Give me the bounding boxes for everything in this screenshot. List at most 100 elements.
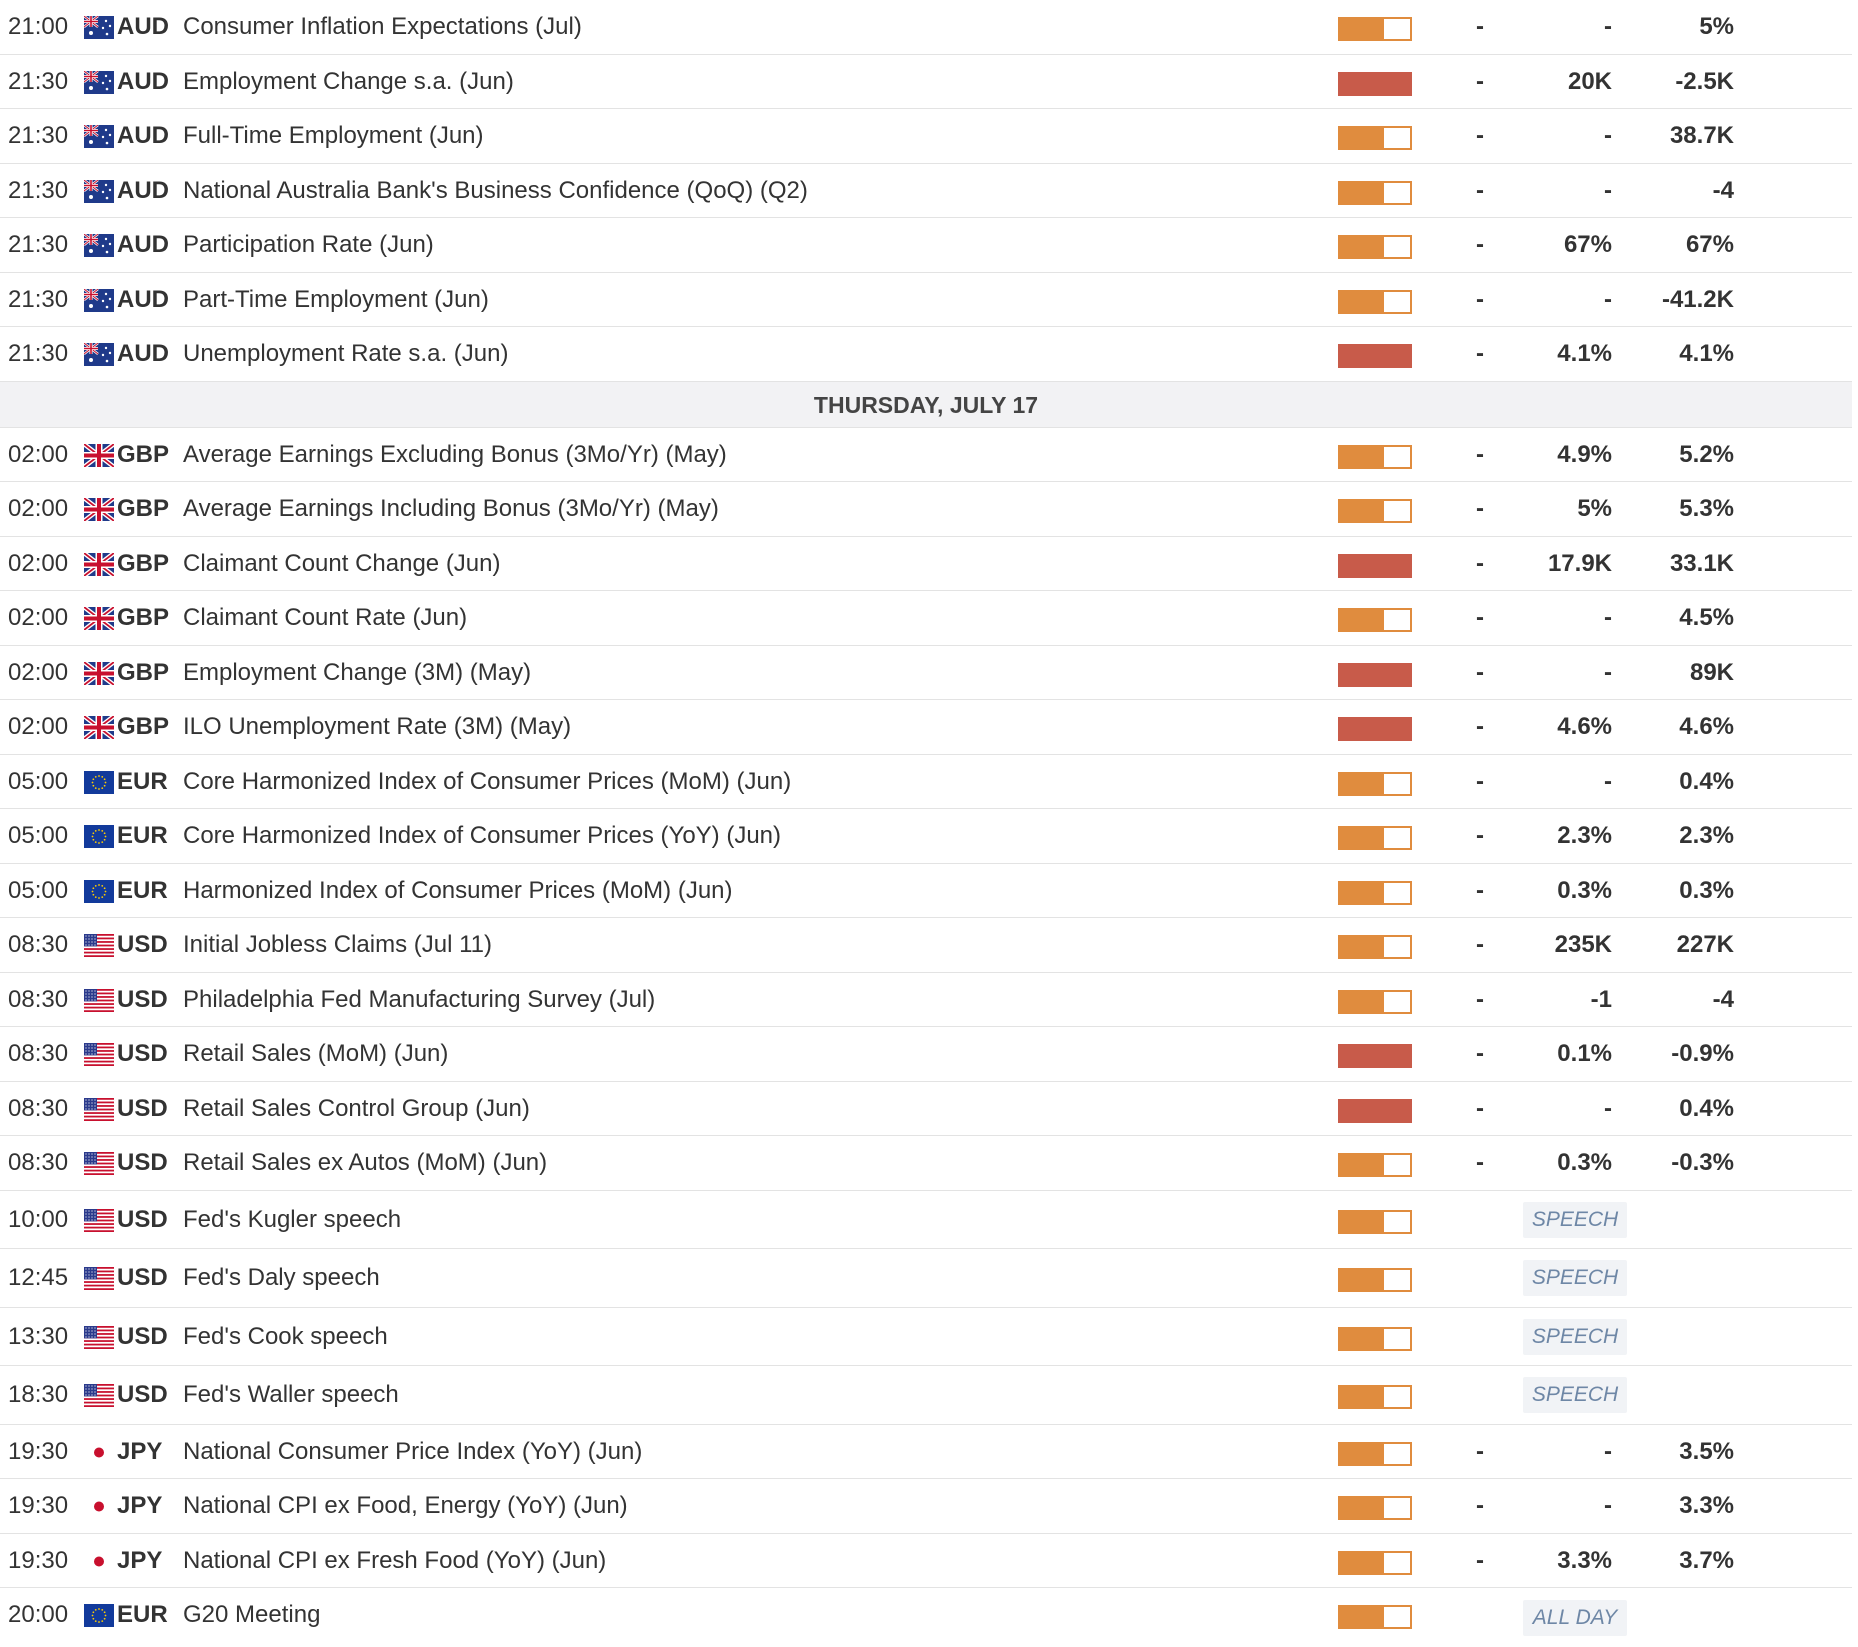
currency-code: GBP bbox=[117, 482, 169, 536]
previous-value: 0.3% bbox=[1679, 864, 1734, 918]
currency-code: USD bbox=[117, 1249, 168, 1307]
impact-high-indicator bbox=[1338, 344, 1412, 368]
event-time: 02:00 bbox=[8, 537, 68, 591]
currency-code: EUR bbox=[117, 1588, 168, 1642]
event-name[interactable]: G20 Meeting bbox=[183, 1588, 320, 1642]
event-name[interactable]: Part-Time Employment (Jun) bbox=[183, 273, 489, 327]
currency-code: JPY bbox=[117, 1425, 162, 1479]
gb-flag-icon bbox=[84, 444, 114, 467]
event-name[interactable]: Harmonized Index of Consumer Prices (MoM… bbox=[183, 864, 733, 918]
event-name[interactable]: Consumer Inflation Expectations (Jul) bbox=[183, 0, 582, 54]
currency-code: USD bbox=[117, 1136, 168, 1190]
rows-mid: 02:00 GBP Average Earnings Excluding Bonus… bbox=[0, 428, 1858, 1191]
event-name[interactable]: ILO Unemployment Rate (3M) (May) bbox=[183, 700, 571, 754]
event-name[interactable]: Unemployment Rate s.a. (Jun) bbox=[183, 327, 508, 381]
event-name[interactable]: National Consumer Price Index (YoY) (Jun… bbox=[183, 1425, 642, 1479]
au-flag-icon bbox=[84, 343, 114, 366]
forecast-value: 3.3% bbox=[1557, 1534, 1612, 1588]
forecast-value: 17.9K bbox=[1548, 537, 1612, 591]
previous-value: -4 bbox=[1713, 973, 1734, 1027]
forecast-value: 67% bbox=[1564, 218, 1612, 272]
event-name[interactable]: Fed's Kugler speech bbox=[183, 1191, 401, 1249]
actual-value: - bbox=[1476, 164, 1484, 218]
event-name[interactable]: Initial Jobless Claims (Jul 11) bbox=[183, 918, 492, 972]
actual-value: - bbox=[1476, 700, 1484, 754]
event-name[interactable]: Core Harmonized Index of Consumer Prices… bbox=[183, 809, 781, 863]
impact-empty-segment bbox=[1384, 1607, 1410, 1627]
impact-medium-indicator bbox=[1338, 1210, 1412, 1234]
event-name[interactable]: National Australia Bank's Business Confi… bbox=[183, 164, 808, 218]
actual-value: - bbox=[1476, 273, 1484, 327]
previous-value: 67% bbox=[1686, 218, 1734, 272]
event-name[interactable]: Fed's Waller speech bbox=[183, 1366, 399, 1424]
event-name[interactable]: Fed's Cook speech bbox=[183, 1308, 388, 1366]
event-time: 21:30 bbox=[8, 109, 68, 163]
currency-code: USD bbox=[117, 1027, 168, 1081]
event-name[interactable]: Full-Time Employment (Jun) bbox=[183, 109, 484, 163]
event-name[interactable]: Average Earnings Excluding Bonus (3Mo/Yr… bbox=[183, 428, 727, 482]
event-name[interactable]: National CPI ex Fresh Food (YoY) (Jun) bbox=[183, 1534, 606, 1588]
impact-medium-indicator bbox=[1338, 1605, 1412, 1629]
previous-value: 38.7K bbox=[1670, 109, 1734, 163]
impact-medium-indicator bbox=[1338, 990, 1412, 1014]
impact-high-indicator bbox=[1338, 663, 1412, 687]
event-name[interactable]: Retail Sales Control Group (Jun) bbox=[183, 1082, 530, 1136]
event-name[interactable]: National CPI ex Food, Energy (YoY) (Jun) bbox=[183, 1479, 628, 1533]
event-name[interactable]: Participation Rate (Jun) bbox=[183, 218, 434, 272]
actual-value: - bbox=[1476, 646, 1484, 700]
previous-value: 89K bbox=[1690, 646, 1734, 700]
impact-medium-indicator bbox=[1338, 1268, 1412, 1292]
actual-value: - bbox=[1476, 537, 1484, 591]
forecast-value: - bbox=[1604, 273, 1612, 327]
event-name[interactable]: Retail Sales ex Autos (MoM) (Jun) bbox=[183, 1136, 547, 1190]
event-name[interactable]: Employment Change (3M) (May) bbox=[183, 646, 531, 700]
event-name[interactable]: Fed's Daly speech bbox=[183, 1249, 380, 1307]
event-name[interactable]: Employment Change s.a. (Jun) bbox=[183, 55, 514, 109]
event-name[interactable]: Claimant Count Change (Jun) bbox=[183, 537, 501, 591]
previous-value: 5% bbox=[1699, 0, 1734, 54]
event-time: 02:00 bbox=[8, 591, 68, 645]
currency-code: GBP bbox=[117, 428, 169, 482]
event-name[interactable]: Philadelphia Fed Manufacturing Survey (J… bbox=[183, 973, 655, 1027]
event-name[interactable]: Retail Sales (MoM) (Jun) bbox=[183, 1027, 448, 1081]
event-name[interactable]: Average Earnings Including Bonus (3Mo/Yr… bbox=[183, 482, 719, 536]
event-name[interactable]: Core Harmonized Index of Consumer Prices… bbox=[183, 755, 791, 809]
currency-code: EUR bbox=[117, 864, 168, 918]
event-time: 08:30 bbox=[8, 918, 68, 972]
actual-value: - bbox=[1476, 428, 1484, 482]
impact-empty-segment bbox=[1384, 447, 1410, 467]
event-type-tag: ALL DAY bbox=[1523, 1600, 1627, 1636]
event-name[interactable]: Claimant Count Rate (Jun) bbox=[183, 591, 467, 645]
event-time: 05:00 bbox=[8, 809, 68, 863]
